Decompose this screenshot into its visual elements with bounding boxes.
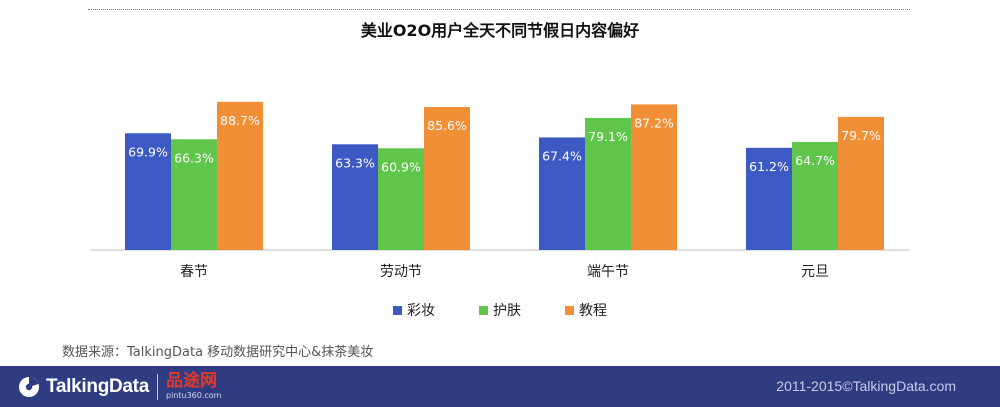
- chart-title: 美业O2O用户全天不同节假日内容偏好: [360, 21, 640, 40]
- bar-tutorial-1: [424, 107, 470, 250]
- footer-bar: TalkingData 品途网 pintu360.com 2011-2015©T…: [0, 366, 1000, 407]
- bar-skincare-3: [792, 141, 838, 250]
- legend-item-makeup: 彩妆: [393, 300, 435, 320]
- data-label-skincare-3: 64.7%: [795, 153, 835, 168]
- legend-swatch-tutorial: [565, 305, 574, 315]
- data-label-tutorial-3: 79.7%: [841, 128, 881, 143]
- data-label-makeup-3: 61.2%: [749, 159, 789, 174]
- bar-makeup-3: [746, 147, 792, 250]
- talkingdata-logo-icon: [19, 376, 39, 397]
- category-label-0: 春节: [180, 264, 208, 280]
- data-label-skincare-1: 60.9%: [381, 159, 421, 174]
- bar-makeup-0: [125, 133, 171, 250]
- legend-swatch-skincare: [479, 305, 488, 315]
- bar-makeup-1: [332, 144, 378, 250]
- legend-label-tutorial: 教程: [579, 303, 607, 319]
- category-label-3: 元旦: [801, 264, 829, 280]
- category-label-2: 端午节: [587, 264, 629, 280]
- bar-skincare-1: [378, 148, 424, 250]
- chart-legend: 彩妆 护肤 教程: [0, 300, 1000, 320]
- legend-label-makeup: 彩妆: [407, 303, 435, 319]
- category-label-1: 劳动节: [380, 264, 422, 280]
- bar-tutorial-0: [217, 101, 263, 250]
- watermark-cn: 品途网: [165, 371, 217, 391]
- brand-name: TalkingData: [46, 375, 149, 397]
- legend-label-skincare: 护肤: [493, 303, 521, 319]
- data-label-tutorial-1: 85.6%: [427, 118, 467, 133]
- watermark: 品途网 pintu360.com: [166, 373, 221, 400]
- top-divider: [88, 9, 910, 10]
- bar-skincare-0: [171, 139, 217, 250]
- bar-tutorial-3: [838, 116, 884, 250]
- legend-item-skincare: 护肤: [479, 300, 521, 320]
- data-label-makeup-0: 69.9%: [128, 144, 168, 159]
- data-source-note: 数据来源：TalkingData 移动数据研究中心&抹茶美妆: [62, 345, 374, 360]
- bar-chart: 69.9% 66.3% 88.7% 春节 63.3% 60.9% 85.6% 劳动节 67.4%…: [90, 101, 910, 280]
- data-label-makeup-2: 67.4%: [542, 148, 582, 163]
- bar-tutorial-2: [631, 104, 677, 250]
- bar-makeup-2: [539, 137, 585, 250]
- data-label-skincare-2: 79.1%: [588, 129, 628, 144]
- watermark-en: pintu360.com: [165, 391, 222, 400]
- data-label-tutorial-2: 87.2%: [634, 115, 674, 130]
- brand-lockup: TalkingData 品途网 pintu360.com: [18, 373, 221, 400]
- brand-separator: [156, 373, 158, 400]
- bar-skincare-2: [585, 117, 631, 250]
- legend-swatch-makeup: [393, 305, 402, 315]
- copyright-text: 2011-2015©TalkingData.com: [776, 378, 956, 394]
- data-label-skincare-0: 66.3%: [174, 150, 214, 165]
- data-label-tutorial-0: 88.7%: [220, 113, 260, 128]
- data-label-makeup-1: 63.3%: [335, 155, 375, 170]
- legend-item-tutorial: 教程: [565, 300, 607, 320]
